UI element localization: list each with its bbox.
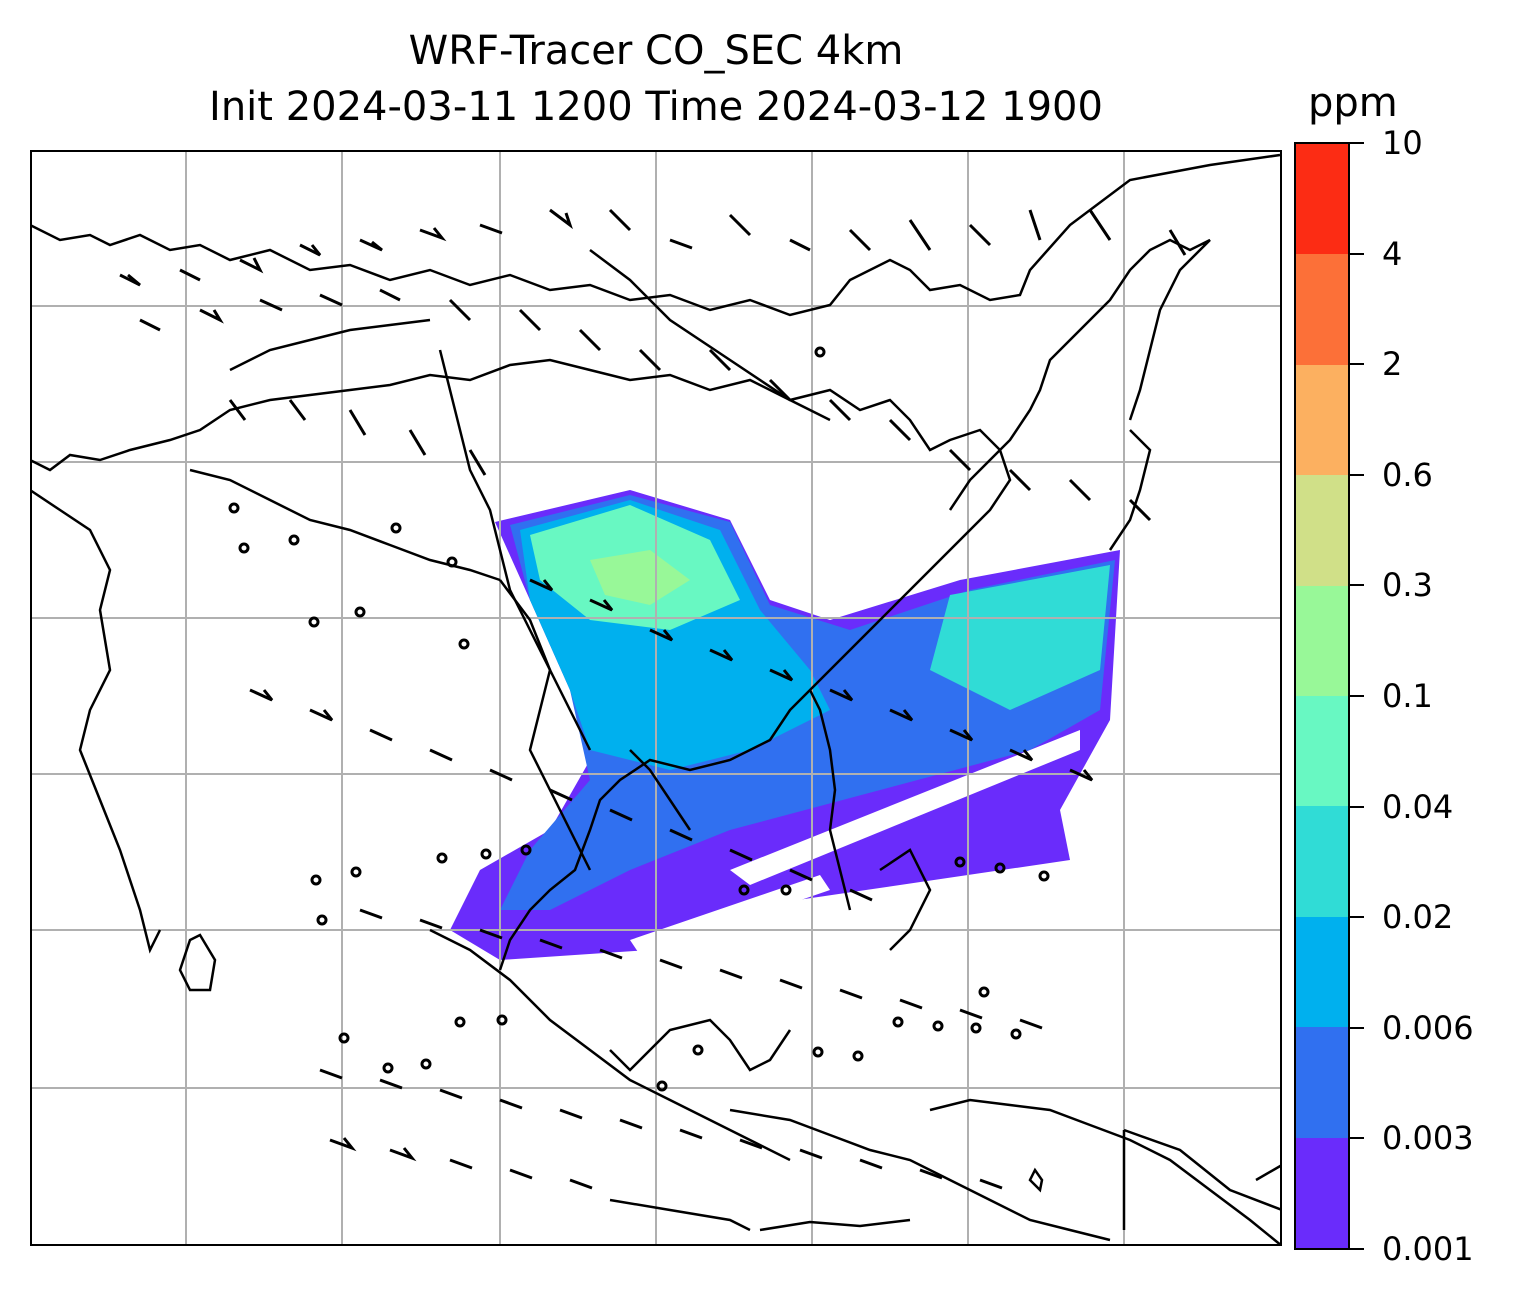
country-borders: [189, 249, 831, 871]
colorbar-segment: [1296, 143, 1348, 255]
colorbar-tick: [1350, 252, 1364, 255]
chart-title: WRF-Tracer CO_SEC 4km: [408, 28, 904, 74]
plume-peak: [590, 550, 690, 605]
colorbar-segment: [1296, 806, 1348, 917]
colorbar-tick: [1350, 584, 1364, 587]
colorbar-tick-label: 0.003: [1382, 1119, 1474, 1158]
colorbar-segment: [1296, 1027, 1348, 1138]
colorbar-tick-label: 4: [1382, 234, 1403, 273]
colorbar-tick: [1350, 1137, 1364, 1140]
colorbar-segment: [1296, 364, 1348, 476]
colorbar-tick-label: 0.3: [1382, 566, 1433, 605]
colorbar-tick: [1350, 363, 1364, 366]
colorbar-tick: [1350, 142, 1364, 144]
colorbar-segment: [1296, 585, 1348, 696]
colorbar-tick-label: 0.6: [1382, 455, 1433, 494]
coastlines: [30, 153, 1282, 1246]
chart-subtitle: Init 2024-03-11 1200 Time 2024-03-12 190…: [209, 84, 1103, 130]
colorbar-segment: [1296, 695, 1348, 807]
wind-barbs: [119, 208, 1187, 1190]
colorbar-tick: [1350, 1248, 1364, 1250]
colorbar-tick-label: 0.006: [1382, 1008, 1474, 1047]
colorbar-tick-label: 2: [1382, 345, 1403, 384]
gap-band-1: [730, 730, 1080, 885]
colorbar-segment: [1296, 1137, 1348, 1248]
tracer-fill: [450, 490, 1120, 960]
plume-inner2: [930, 565, 1110, 710]
colorbar-tick: [1350, 805, 1364, 808]
colorbar: [1294, 142, 1350, 1250]
colorbar-tick-label: 0.1: [1382, 677, 1433, 715]
colorbar-segment: [1296, 916, 1348, 1028]
map-panel: [30, 150, 1282, 1246]
colorbar-segment: [1296, 254, 1348, 365]
colorbar-segment: [1296, 475, 1348, 586]
calm-markers: [228, 346, 1050, 1092]
colorbar-tick: [1350, 916, 1364, 919]
colorbar-unit: ppm: [1308, 80, 1398, 126]
colorbar-tick-label: 0.04: [1382, 787, 1454, 826]
gap-band-2: [630, 875, 830, 955]
colorbar-tick: [1350, 695, 1364, 697]
map-border: [30, 150, 1282, 1246]
colorbar-tick-label: 0.001: [1382, 1230, 1474, 1268]
colorbar-tick-label: 0.02: [1382, 898, 1454, 937]
colorbar-tick: [1350, 1026, 1364, 1029]
colorbar-tick: [1350, 473, 1364, 476]
colorbar-tick-label: 10: [1382, 124, 1423, 162]
